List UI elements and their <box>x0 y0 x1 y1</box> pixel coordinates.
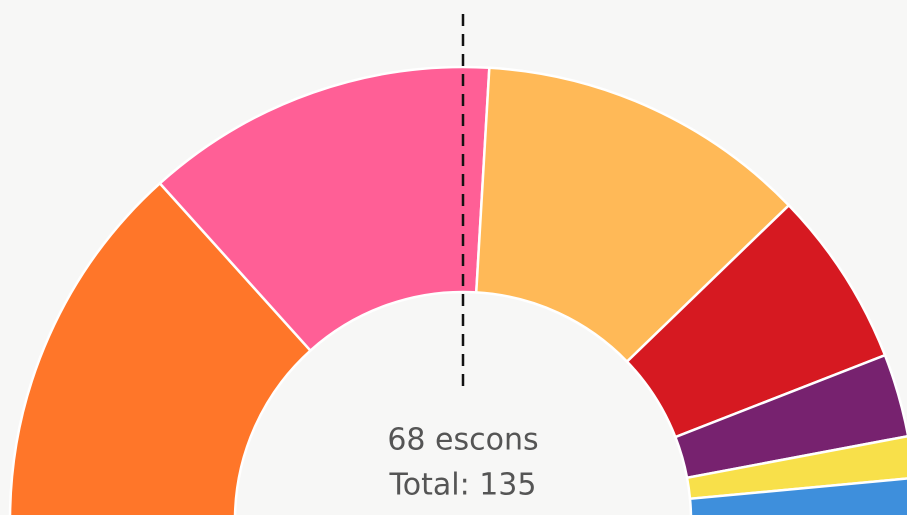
segment <box>474 66 791 364</box>
segment <box>158 65 491 353</box>
segment <box>8 181 313 515</box>
majority-label: 68 escons <box>387 423 538 458</box>
segments <box>8 65 907 515</box>
segment <box>688 477 907 515</box>
total-label: Total: 135 <box>389 468 537 503</box>
